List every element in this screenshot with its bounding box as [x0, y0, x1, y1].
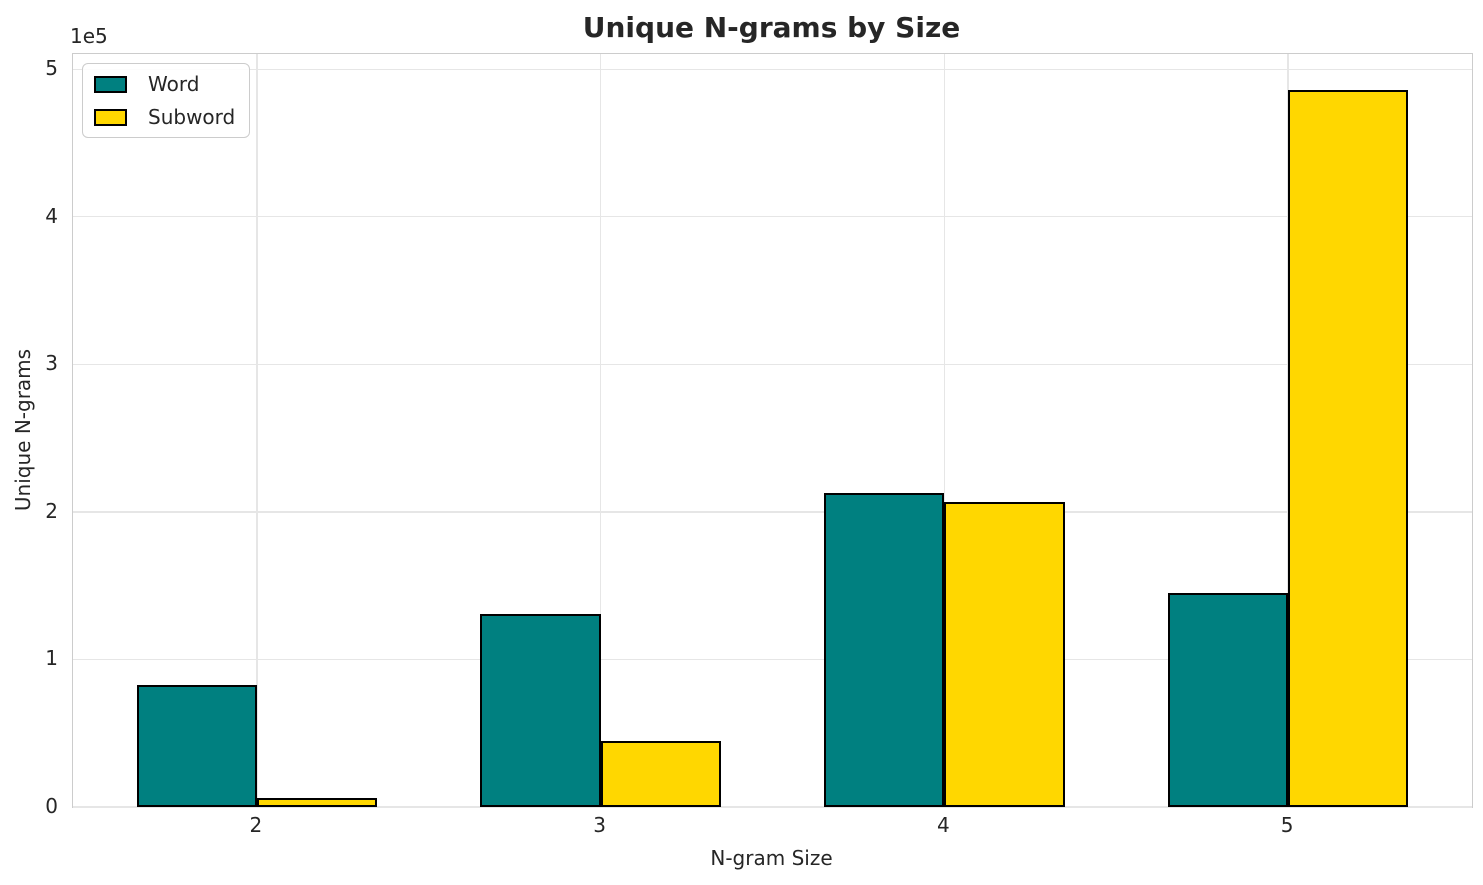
x-tick-label: 3 — [593, 813, 606, 837]
legend-entry-subword: Subword — [94, 105, 235, 129]
x-gridline — [1287, 54, 1289, 807]
bar-word-4 — [824, 492, 945, 807]
bar-subword-5 — [1288, 89, 1409, 807]
y-tick-label: 0 — [45, 794, 58, 818]
y-tick-label: 2 — [45, 498, 58, 523]
y-gridline — [73, 68, 1472, 70]
legend-label-word: Word — [148, 72, 200, 96]
x-axis-label: N-gram Size — [710, 846, 833, 870]
legend: Word Subword — [82, 63, 251, 138]
y-gridline — [73, 806, 1472, 808]
legend-entry-word: Word — [94, 72, 235, 96]
x-tick-label: 4 — [936, 813, 950, 837]
bar-word-5 — [1167, 593, 1289, 807]
y-gridline — [73, 363, 1472, 365]
x-tick-label: 5 — [1280, 813, 1294, 837]
y-tick-label: 3 — [45, 351, 58, 376]
bar-subword-2 — [256, 798, 378, 807]
legend-swatch-subword — [94, 108, 127, 126]
legend-swatch-word — [94, 75, 127, 93]
x-gridline — [943, 54, 945, 807]
plot-area — [72, 53, 1473, 808]
y-tick-label: 1 — [45, 646, 58, 671]
bar-word-3 — [480, 613, 601, 807]
legend-label-subword: Subword — [148, 105, 236, 129]
chart-title: Unique N-grams by Size — [582, 11, 961, 44]
y-axis-offset-text: 1e5 — [70, 24, 108, 48]
x-tick-label: 2 — [249, 813, 263, 837]
y-tick-label: 4 — [45, 203, 58, 228]
y-tick-label: 5 — [45, 56, 58, 81]
y-gridline — [73, 511, 1472, 513]
bar-subword-3 — [600, 740, 721, 807]
x-gridline — [256, 54, 258, 807]
bar-subword-4 — [944, 501, 1065, 807]
y-gridline — [73, 658, 1472, 661]
bar-word-2 — [136, 684, 257, 807]
x-gridline — [599, 54, 602, 807]
y-gridline — [73, 216, 1472, 218]
